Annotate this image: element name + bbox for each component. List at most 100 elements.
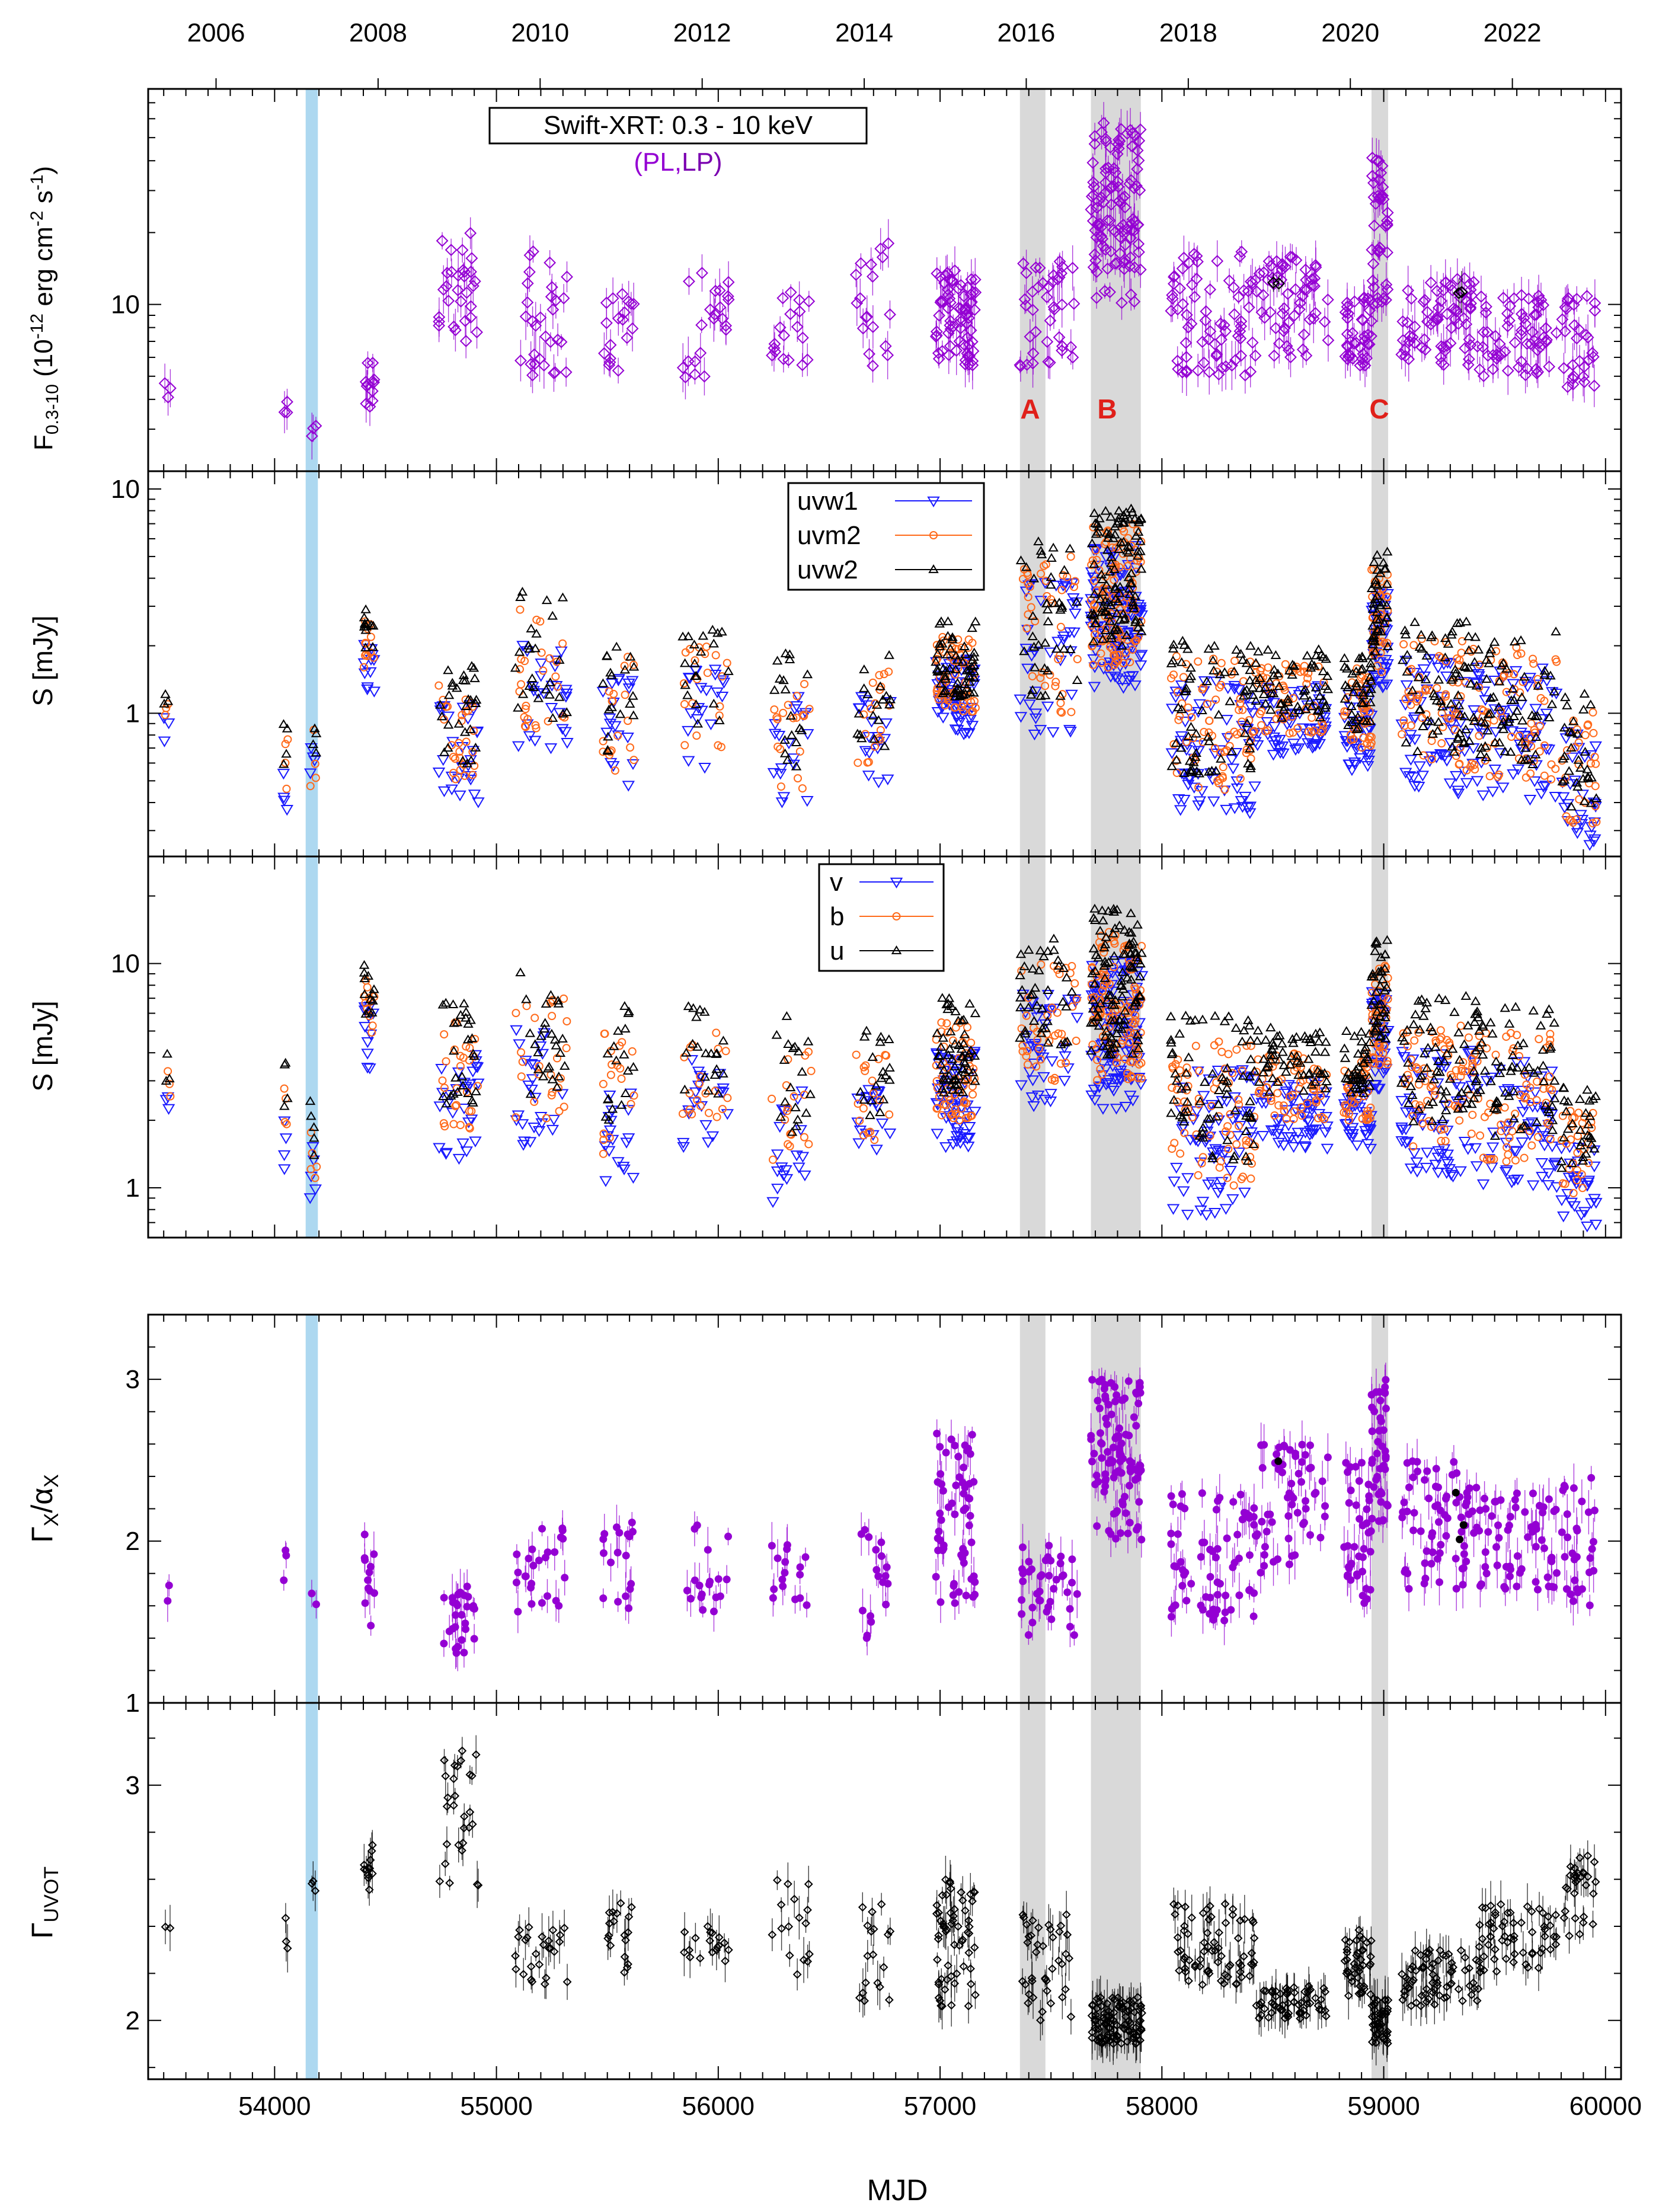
uvw2-point (884, 650, 894, 659)
uvw1-point (1446, 724, 1459, 736)
series-0-point (1217, 319, 1230, 331)
top-year-axis: 2006 2008 2010 2012 2014 2016 2018 2020 2022 (187, 18, 1542, 47)
uvw2-point (970, 616, 981, 626)
uvw1-point (1443, 778, 1457, 789)
uvw1-point (1097, 664, 1110, 675)
year-tick-label: 2014 (835, 18, 893, 47)
v-point (278, 1164, 291, 1175)
b-point (599, 1149, 608, 1158)
series-0-point (1581, 290, 1593, 302)
xrt-subtitle-pl: (PL, (634, 148, 682, 177)
series-0-point (1113, 135, 1126, 148)
series-0-point (1053, 255, 1066, 268)
uvw1-point (1251, 701, 1264, 713)
uvw1-point (1239, 791, 1252, 803)
uvm2-point (461, 771, 469, 780)
series-0-point (1531, 344, 1544, 357)
series-0-point (1464, 301, 1477, 314)
series-0-point (1087, 188, 1100, 201)
uvw1-point (1135, 650, 1148, 661)
uvw1-point (1029, 713, 1043, 725)
v-point (1555, 1195, 1568, 1207)
uvw1-point (952, 718, 966, 729)
uvm2-point (951, 703, 960, 712)
series-0-point (1540, 334, 1553, 346)
uvm2-point (1194, 657, 1203, 666)
legend-uv: uvw1 uvm2 uvw2 (787, 482, 985, 591)
series-0-point (1581, 331, 1594, 344)
series-0-point (1459, 342, 1472, 354)
series-0-point (1309, 306, 1322, 319)
uvw1-point (437, 786, 451, 798)
uvm2-point (854, 758, 862, 767)
uvw1-point (1589, 741, 1602, 753)
series-0-point (529, 357, 541, 370)
uvw1-point (1119, 659, 1132, 670)
series-0-point (1567, 370, 1580, 383)
series-0-point (961, 331, 974, 344)
uvm2-point (1521, 773, 1530, 782)
v-point (1208, 1208, 1222, 1219)
uvw1-point (1476, 790, 1489, 801)
year-tick-label: 2018 (1159, 18, 1217, 47)
series-0-point (1132, 238, 1145, 250)
b-point (859, 1104, 868, 1113)
series-0-point (1182, 321, 1195, 334)
series-0-point (1296, 290, 1309, 302)
uvw2-point (1072, 675, 1083, 685)
series-0-point (1532, 366, 1545, 378)
series-0-point (1033, 261, 1046, 274)
legend-uvm2-label: uvm2 (797, 521, 861, 550)
uvw1-point (603, 718, 617, 730)
series-0-point (954, 322, 967, 335)
uvm2-point (880, 670, 888, 679)
uvw2-point (1055, 691, 1066, 700)
uvw1-point (1222, 683, 1235, 695)
uvw1-point (1228, 803, 1241, 814)
series-0-point (1246, 336, 1259, 349)
uvw1-point (1572, 743, 1586, 754)
v-point (1321, 1143, 1334, 1155)
uvm2-point (605, 750, 614, 759)
uvw1-point (1087, 545, 1101, 556)
uvw1-point (1537, 782, 1550, 793)
uvw1-point (516, 641, 529, 652)
b-point (968, 1090, 977, 1099)
v-point (1196, 1197, 1210, 1208)
uvw1-point (1535, 788, 1548, 800)
v-point (1526, 1180, 1540, 1191)
series-0-point (625, 298, 638, 310)
uvm2-point (859, 710, 868, 719)
series-0-point (1134, 263, 1147, 276)
uvw2-point (527, 673, 538, 683)
series-0-point (1588, 304, 1602, 317)
uvw1-point (1057, 631, 1070, 642)
series-0-point (1118, 263, 1131, 276)
uvw1-point (1408, 714, 1421, 725)
v-point (875, 1118, 889, 1130)
v-point (162, 1104, 175, 1115)
series-0-point (1270, 255, 1283, 268)
uvm2-point (1217, 659, 1226, 667)
uvw1-point (1103, 657, 1117, 669)
series-0-point (1131, 144, 1144, 157)
uvw2-point (1416, 629, 1427, 639)
uvm2-point (936, 691, 945, 700)
b-point (280, 1084, 289, 1093)
v-point (1046, 1056, 1059, 1067)
b-point (438, 1076, 447, 1085)
uvw1-point (772, 731, 786, 742)
uvw2-point (1213, 709, 1224, 719)
series-0-point (1109, 225, 1122, 238)
v-point (1485, 1162, 1498, 1174)
uvw1-point (700, 685, 713, 696)
uvw2-point (772, 656, 783, 665)
uvm2-point (868, 678, 877, 687)
series-0-point (1380, 278, 1393, 291)
uvm2-point (884, 667, 893, 676)
series-0-point (944, 340, 957, 353)
series-0-point (1180, 366, 1193, 379)
uvw1-point (695, 705, 708, 717)
uvw1-point (1021, 663, 1034, 675)
series-0-point (307, 422, 319, 434)
